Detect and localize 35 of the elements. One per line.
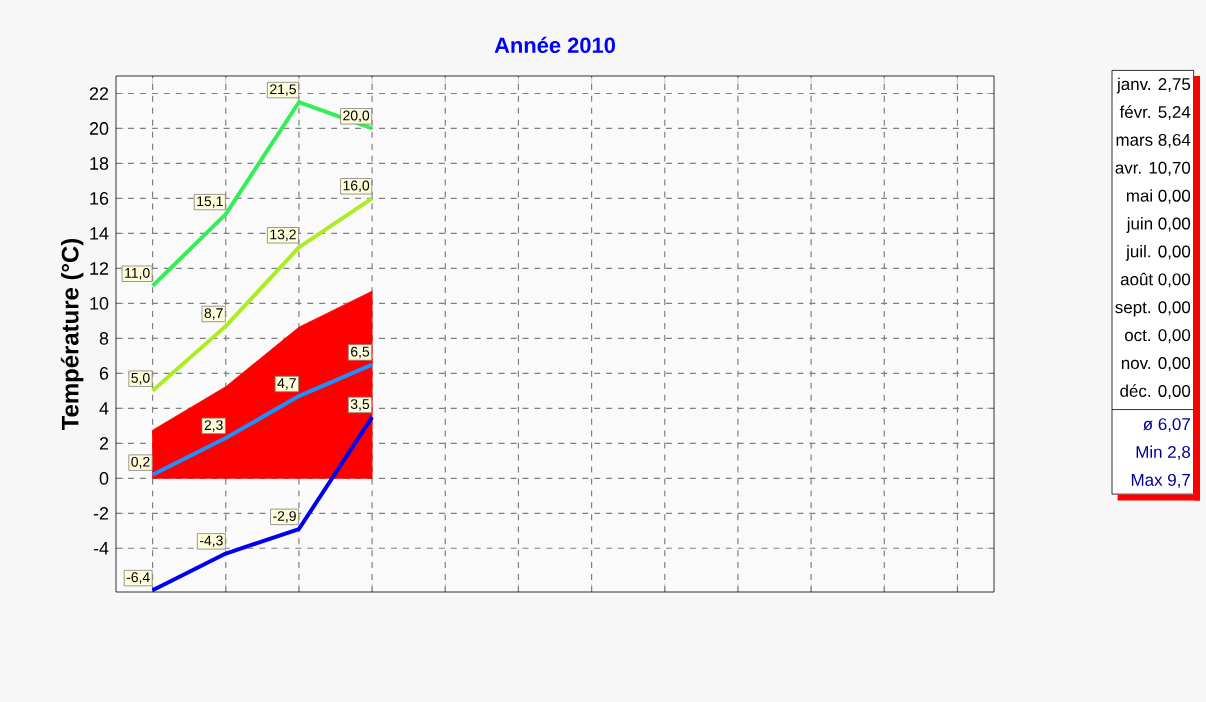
- y-tick-label: 22: [89, 87, 109, 100]
- y-tick-label: 8: [99, 332, 109, 345]
- text: août 0,00: [1120, 272, 1191, 288]
- text: avr. 10,70: [1115, 161, 1191, 176]
- line-series: [150, 415, 375, 593]
- line-series: [150, 362, 375, 477]
- y-tick-label: -2: [93, 507, 109, 520]
- text: Max 9,7: [1131, 473, 1190, 488]
- y-tick-label: 6: [99, 366, 109, 380]
- chart-title: Année 2010: [494, 36, 615, 53]
- text: sept. 0,00: [1115, 301, 1191, 317]
- text: juil. 0,00: [1125, 245, 1191, 261]
- text: mai 0,00: [1126, 189, 1191, 204]
- text: Min 2,8: [1136, 445, 1191, 460]
- y-tick-label: 2: [99, 437, 109, 450]
- y-tick-label: 20: [89, 122, 109, 135]
- text: févr. 5,24: [1119, 105, 1191, 120]
- y-tick-label: -4: [93, 542, 109, 555]
- line-series: [150, 100, 375, 288]
- text: mars 8,64: [1116, 133, 1191, 148]
- line-series: [150, 196, 375, 393]
- y-axis-title: Température (°C): [60, 238, 84, 430]
- text: oct. 0,00: [1124, 329, 1191, 344]
- y-tick-label: 16: [90, 192, 109, 205]
- y-tick-label: 10: [90, 297, 109, 310]
- text: ø 6,07: [1143, 418, 1190, 433]
- y-tick-label: 0: [99, 471, 109, 485]
- y-tick-label: 12: [90, 262, 109, 275]
- text: juin 0,00: [1126, 217, 1191, 233]
- text: janv. 2,75: [1116, 77, 1191, 94]
- y-tick-label: 4: [99, 402, 109, 415]
- text: déc. 0,00: [1120, 384, 1191, 399]
- text: nov. 0,00: [1121, 357, 1191, 372]
- y-tick-label: 14: [90, 227, 109, 240]
- y-tick-label: 18: [90, 157, 109, 170]
